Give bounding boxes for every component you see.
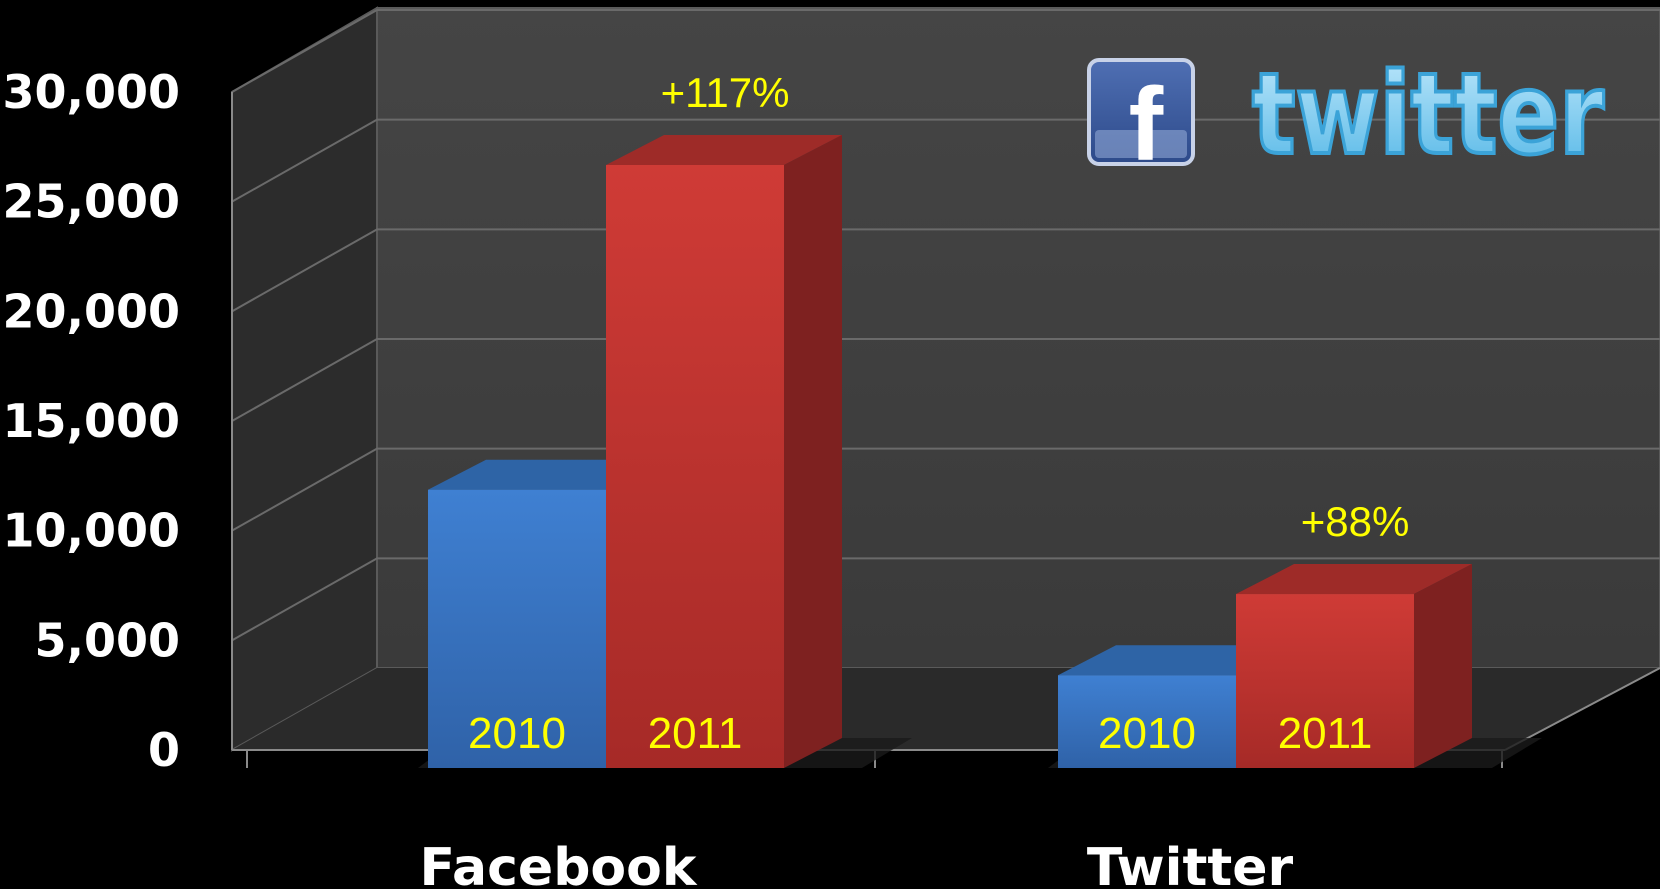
y-tick-label: 25,000 bbox=[2, 175, 180, 229]
y-tick-label: 15,000 bbox=[2, 394, 180, 448]
bar-year-label: 2011 bbox=[648, 709, 743, 758]
facebook-logo-icon: f bbox=[1087, 58, 1195, 183]
gridline bbox=[231, 557, 1660, 642]
bar-facebook-2011 bbox=[606, 165, 784, 768]
growth-annotation: +88% bbox=[1301, 498, 1410, 545]
twitter-logo-icon: twitter bbox=[1250, 48, 1606, 182]
gridline bbox=[231, 118, 1660, 203]
y-axis-ticks: 0 5,000 10,000 15,000 20,000 25,000 30,000 bbox=[2, 65, 180, 777]
y-tick-label: 30,000 bbox=[2, 65, 180, 119]
y-tick-label: 20,000 bbox=[2, 284, 180, 338]
bar-twitter-2011 bbox=[1236, 594, 1414, 768]
gridline bbox=[231, 228, 1660, 313]
bar-year-label: 2011 bbox=[1278, 709, 1373, 758]
bar-year-label: 2010 bbox=[468, 709, 566, 758]
svg-text:f: f bbox=[1129, 67, 1164, 183]
bar-top bbox=[1236, 564, 1472, 595]
svg-text:twitter: twitter bbox=[1252, 50, 1604, 180]
x-category-label: Facebook bbox=[420, 838, 698, 889]
bar-top bbox=[1058, 645, 1294, 676]
bar-top bbox=[606, 135, 842, 165]
bar-year-label: 2010 bbox=[1098, 709, 1196, 758]
gridline bbox=[231, 447, 1660, 532]
bars bbox=[418, 135, 1542, 768]
y-tick-label: 0 bbox=[148, 723, 180, 777]
y-tick-label: 10,000 bbox=[2, 504, 180, 558]
growth-annotation: +117% bbox=[661, 69, 790, 116]
gridline bbox=[231, 9, 1660, 93]
bar-side bbox=[784, 135, 842, 768]
bar-side bbox=[1414, 564, 1472, 768]
bar-facebook-2010 bbox=[428, 489, 606, 768]
bar-top bbox=[428, 459, 664, 490]
floor-edge bbox=[1504, 667, 1660, 751]
y-tick-label: 5,000 bbox=[34, 613, 180, 667]
gridline bbox=[231, 338, 1660, 422]
x-category-label: Twitter bbox=[1087, 838, 1294, 889]
bar-twitter-2010 bbox=[1058, 675, 1236, 768]
labels: 2010 2011 Facebook 2010 2011 Twitter +117% +88% bbox=[420, 69, 1410, 889]
